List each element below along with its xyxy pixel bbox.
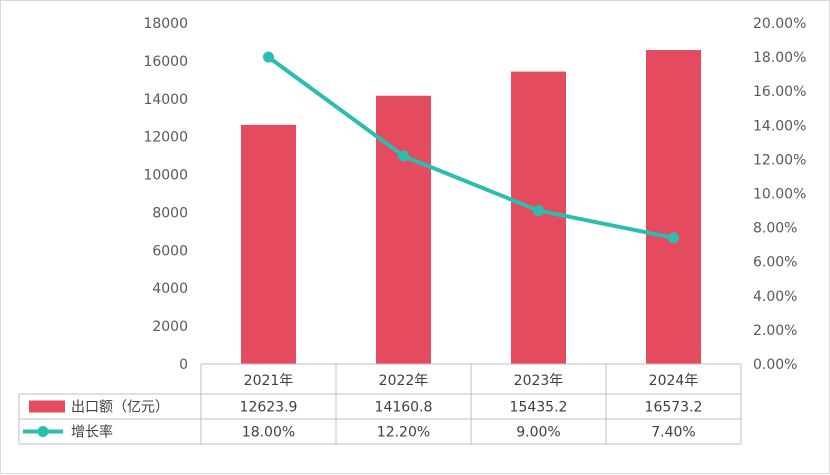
y-tick-label: 4000 [152,281,188,297]
data-label: 7.40% [651,425,695,441]
axes-layer: 0 2000 4000 6000 8000 10000 12000 14000 16000 180… [143,16,806,373]
y-tick-label: 8000 [152,205,188,221]
y-tick-label: 2000 [152,319,188,335]
data-point [398,150,409,162]
y2-tick-label: 16.00% [753,84,806,100]
data-label: 18.00% [242,425,295,441]
y2-tick-label: 10.00% [753,187,806,203]
data-label: 14160.8 [375,400,433,416]
legend-marker-swatch [37,426,49,437]
data-label: 15435.2 [510,400,568,416]
legend-label: 增长率 [71,424,113,441]
legend-label: 出口额（亿元） [71,400,169,416]
y-tick-label: 12000 [143,130,188,146]
y2-tick-label: 14.00% [753,118,806,134]
x-tick-label: 2024年 [649,373,699,389]
y-tick-label: 0 [179,357,188,373]
bar [511,71,566,364]
y2-tick-label: 2.00% [753,323,797,339]
y-tick-label: 10000 [143,168,188,184]
data-point [263,51,274,63]
data-point [533,205,544,217]
legend-bar-swatch [29,400,65,413]
y-tick-label: 6000 [152,243,188,259]
line-layer [263,51,679,244]
data-label: 12.20% [377,425,430,441]
data-point [668,232,679,244]
growth-rate-line [266,55,676,240]
x-tick-label: 2021年 [244,373,294,389]
bar [646,50,701,364]
bar [376,95,431,365]
y2-tick-label: 8.00% [753,221,797,237]
y-tick-label: 16000 [143,54,188,70]
x-tick-label: 2022年 [379,373,429,389]
y2-tick-label: 12.00% [753,152,806,168]
data-label: 9.00% [516,425,560,441]
y2-tick-label: 4.00% [753,289,797,305]
y2-tick-label: 18.00% [753,50,806,66]
y-tick-label: 18000 [143,16,188,32]
data-label: 16573.2 [645,400,703,416]
y-tick-label: 14000 [143,92,188,108]
bars-layer [241,50,701,365]
y2-tick-label: 6.00% [753,255,797,271]
data-label: 12623.9 [240,400,298,416]
y2-tick-label: 20.00% [753,16,806,32]
y2-tick-label: 0.00% [753,357,797,373]
bar [241,124,296,364]
x-tick-label: 2023年 [514,373,564,389]
